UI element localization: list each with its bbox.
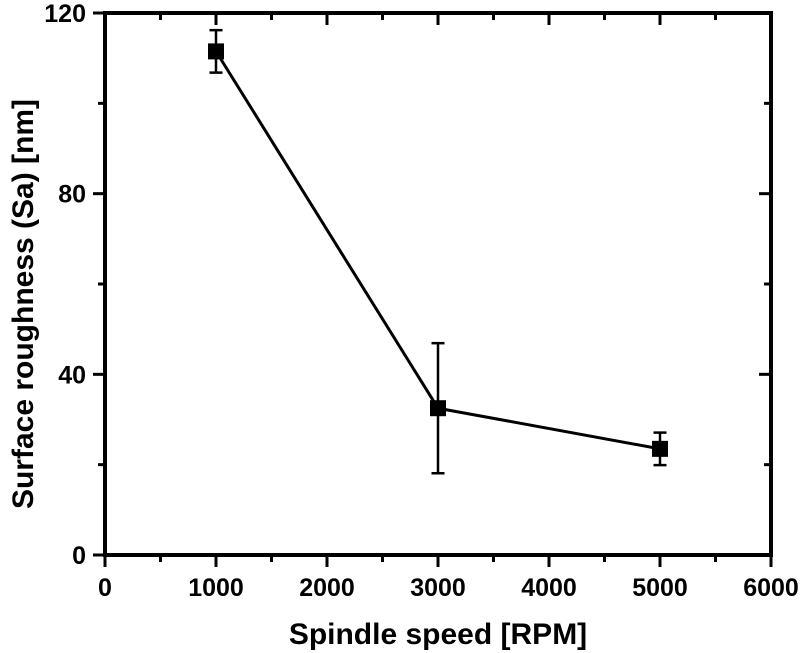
x-tick-label: 0 (98, 574, 112, 602)
y-tick-label: 0 (72, 542, 86, 570)
x-tick-label: 6000 (743, 574, 799, 602)
y-tick-label: 80 (58, 181, 86, 209)
y-tick-label: 40 (58, 361, 86, 389)
x-tick-label: 1000 (188, 574, 244, 602)
x-tick-label: 3000 (410, 574, 466, 602)
data-point-marker (430, 400, 446, 417)
data-point-marker (208, 43, 224, 60)
data-point-marker (652, 440, 668, 457)
x-tick-label: 5000 (632, 574, 688, 602)
x-tick-label: 2000 (299, 574, 355, 602)
x-tick-label: 4000 (521, 574, 577, 602)
y-tick-label: 120 (44, 0, 86, 28)
y-axis-title: Surface roughness (Sa) [nm] (7, 99, 40, 509)
x-axis-title: Spindle speed [RPM] (289, 618, 587, 651)
